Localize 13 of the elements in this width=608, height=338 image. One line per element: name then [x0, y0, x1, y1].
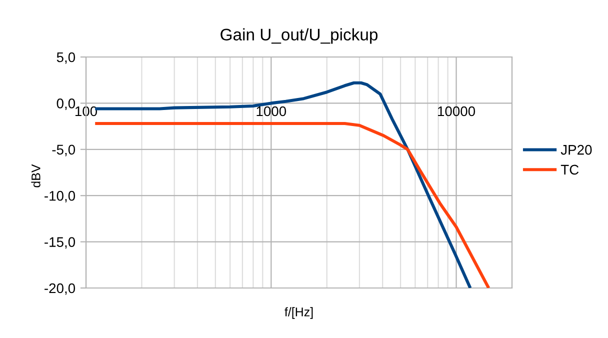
legend-label: JP20 — [560, 144, 592, 155]
y-axis-title: dBV — [31, 164, 40, 188]
x-tick-label: 1000 — [256, 106, 286, 116]
x-tick-label: 10000 — [438, 106, 476, 116]
x-axis-title: f/[Hz] — [284, 307, 313, 319]
y-tick-label: -20,0 — [44, 283, 76, 295]
y-tick-label: -5,0 — [52, 144, 76, 156]
legend-label: TC — [560, 164, 579, 175]
y-tick-label: -10,0 — [44, 190, 76, 202]
y-tick-label: 5,0 — [56, 52, 76, 64]
y-tick-label: -15,0 — [44, 237, 76, 249]
chart-title: Gain U_out/U_pickup — [220, 28, 378, 44]
y-tick-label: 0,0 — [56, 98, 76, 110]
